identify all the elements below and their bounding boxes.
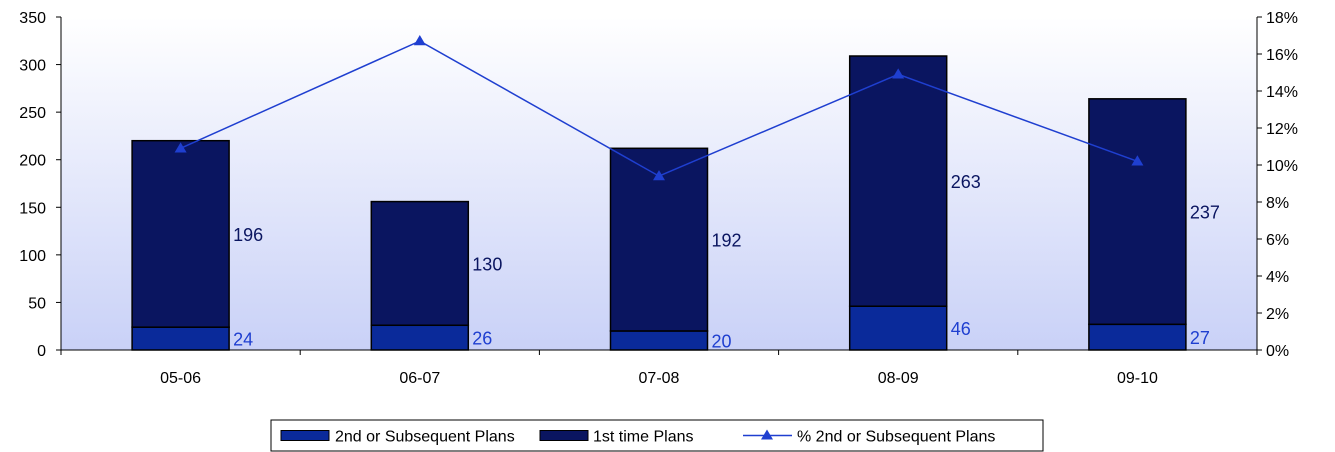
y-left-tick-label: 300 (19, 58, 46, 75)
legend: 2nd or Subsequent Plans 1st time Plans % 2… (270, 419, 1044, 452)
label-1st-05-06: 196 (233, 225, 263, 245)
y-right-tick-label: 8% (1266, 195, 1289, 212)
label-1st-08-09: 263 (951, 172, 981, 192)
pct-marker-07-08 (653, 170, 665, 181)
pct-marker-09-10 (1131, 155, 1144, 166)
label-2nd-09-10: 27 (1190, 328, 1210, 348)
x-tick-label: 05-06 (160, 370, 201, 387)
label-2nd-05-06: 24 (233, 330, 253, 350)
bar-2nd-07-08 (609, 330, 709, 351)
y-right-tick-label: 16% (1266, 47, 1298, 64)
bar-1st-08-09 (848, 55, 948, 307)
legend-box (270, 419, 1044, 452)
pct-marker-05-06 (174, 142, 187, 153)
legend-marker-pct (761, 429, 773, 440)
bar-2nd-06-07 (370, 324, 470, 351)
y-left-tick-label: 0 (37, 343, 46, 360)
x-tick-label: 08-09 (878, 370, 919, 387)
y-right-tick-label: 6% (1266, 232, 1289, 249)
label-1st-09-10: 237 (1190, 203, 1220, 223)
line-layer (174, 35, 1144, 181)
label-2nd-08-09: 46 (951, 319, 971, 339)
x-tick-label: 09-10 (1117, 370, 1158, 387)
y-left-tick-label: 50 (28, 295, 46, 312)
legend-swatch-1st (539, 430, 589, 441)
label-1st-07-08: 192 (712, 231, 742, 251)
x-tick-label: 06-07 (399, 370, 440, 387)
y-left-tick-label: 100 (19, 248, 46, 265)
y-right-tick-label: 12% (1266, 121, 1298, 138)
legend-swatch-2nd (280, 430, 330, 441)
legend-label-1st: 1st time Plans (593, 429, 693, 446)
bar-2nd-09-10 (1088, 323, 1187, 351)
y-right-tick-label: 0% (1266, 343, 1289, 360)
data-labels: 196 24 130 26 192 20 263 46 237 27 (233, 172, 1220, 351)
x-tick-label: 07-08 (639, 370, 680, 387)
pct-marker-08-09 (892, 68, 905, 79)
y-right-tick-label: 18% (1266, 10, 1298, 27)
bar-group (131, 55, 1187, 351)
legend-label-2nd: 2nd or Subsequent Plans (335, 429, 515, 446)
y-right-tick-label: 2% (1266, 306, 1289, 323)
y-left-tick-label: 150 (19, 200, 46, 217)
y-right-tick-label: 14% (1266, 84, 1298, 101)
bar-1st-06-07 (370, 200, 470, 327)
bar-2nd-05-06 (131, 326, 230, 351)
y-left-tick-label: 250 (19, 105, 46, 122)
y-left-tick-label: 200 (19, 153, 46, 170)
label-2nd-07-08: 20 (712, 331, 732, 351)
bar-1st-09-10 (1088, 98, 1187, 326)
y-right-tick-label: 4% (1266, 269, 1289, 286)
label-2nd-06-07: 26 (472, 329, 492, 349)
bar-2nd-08-09 (848, 305, 948, 351)
legend-label-pct: % 2nd or Subsequent Plans (797, 429, 995, 446)
bar-1st-05-06 (131, 139, 230, 328)
label-1st-06-07: 130 (472, 254, 502, 274)
y-left-tick-label: 350 (19, 10, 46, 27)
y-right-tick-label: 10% (1266, 158, 1298, 175)
axes: 0 50 100 150 200 250 300 350 0% 2% 4% 6% 8% 10% 12% 14%… (19, 10, 1298, 387)
pct-marker-06-07 (413, 35, 426, 46)
